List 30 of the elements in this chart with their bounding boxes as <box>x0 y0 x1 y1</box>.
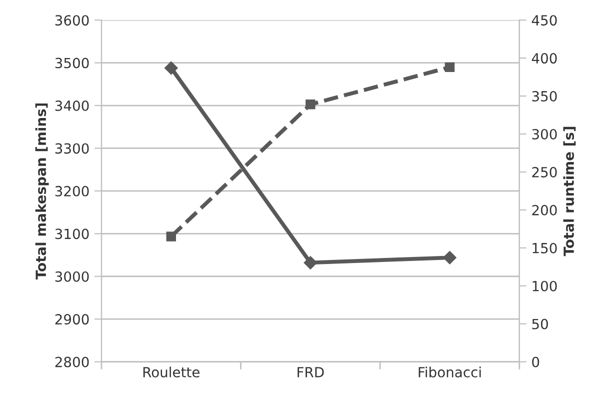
y2-tick-label: 50 <box>532 318 548 330</box>
y-tick-label: 3300 <box>55 143 89 154</box>
y-tick-label: 3000 <box>55 271 89 282</box>
point <box>164 61 178 75</box>
y2-tick-label: 150 <box>532 242 557 254</box>
point <box>444 62 455 72</box>
y2-tick-label: 300 <box>532 128 557 140</box>
point <box>166 232 176 242</box>
y2-axis-title: Total runtime [s] <box>563 126 576 256</box>
y-tick-label: 2800 <box>55 356 89 368</box>
y2-tick-label: 200 <box>532 204 557 216</box>
y2-tick-label: 250 <box>532 166 557 178</box>
x-tick-label: Fibonacci <box>418 366 481 378</box>
point <box>304 256 318 270</box>
y2-tick-label: 0 <box>532 356 540 368</box>
y-tick-label: 2900 <box>55 314 89 325</box>
point <box>306 100 316 110</box>
y2-tick-label: 350 <box>532 91 557 102</box>
point <box>443 250 456 264</box>
y2-tick-label: 450 <box>532 15 557 26</box>
y2-tick-label: 100 <box>532 280 557 292</box>
x-tick-label: FRD <box>298 367 324 378</box>
y-axis-title: Total makespan [mins] <box>35 103 49 280</box>
y-tick-label: 3600 <box>55 15 89 26</box>
y-tick-label: 3200 <box>55 186 89 196</box>
x-tick-label: Roulette <box>143 366 200 378</box>
y-tick-label: 3100 <box>55 228 89 240</box>
y-tick-label: 3500 <box>55 58 89 68</box>
y-tick-label: 3400 <box>55 100 89 111</box>
y2-tick-label: 400 <box>532 53 557 64</box>
